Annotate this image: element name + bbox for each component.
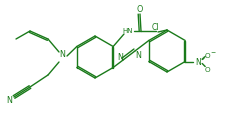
Text: HN: HN (123, 28, 133, 34)
Text: N: N (195, 58, 201, 66)
Text: N: N (118, 52, 123, 61)
Text: N: N (6, 96, 12, 105)
Text: N: N (135, 50, 141, 59)
Text: +: + (200, 56, 204, 60)
Text: N: N (59, 50, 65, 59)
Text: O: O (204, 66, 210, 72)
Text: −: − (210, 49, 216, 54)
Text: O: O (137, 5, 143, 14)
Text: Cl: Cl (151, 22, 159, 31)
Text: O: O (204, 52, 210, 58)
